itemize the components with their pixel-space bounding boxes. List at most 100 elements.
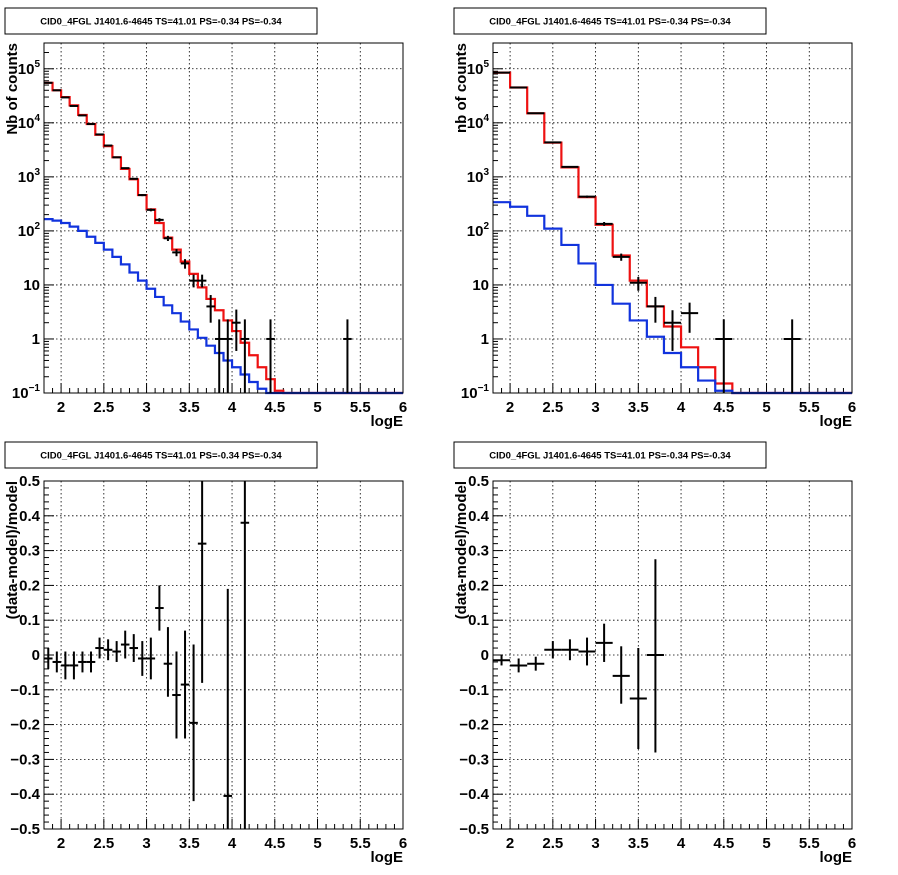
chart-title: CID0_4FGL J1401.6-4645 TS=41.01 PS=-0.34… — [489, 451, 731, 462]
y-tick-label: −0.2 — [459, 717, 489, 734]
title-box — [453, 7, 767, 35]
y-tick-label: 0.4 — [468, 508, 490, 525]
data-point — [86, 651, 96, 673]
data-point — [561, 165, 579, 168]
data-point — [172, 651, 181, 739]
data-point — [138, 641, 147, 676]
data-point — [214, 319, 224, 393]
data-point — [112, 156, 121, 159]
x-tick-label: 4.5 — [713, 399, 734, 416]
y-axis-label: nb of counts — [453, 43, 470, 133]
data-point — [95, 133, 104, 136]
y-tick-label: 0.1 — [19, 612, 40, 629]
x-tick-label: 6 — [848, 835, 856, 852]
data-point — [180, 630, 190, 739]
x-tick-label: 2 — [57, 835, 65, 852]
x-axis-label: logE — [820, 849, 853, 866]
y-tick-label: 0.5 — [468, 473, 489, 490]
x-axis-label: logE — [371, 849, 404, 866]
data-point — [629, 277, 647, 291]
chart-panel-resid_right: CID0_4FGL J1401.6-4645 TS=41.01 PS=-0.34… — [453, 441, 856, 866]
y-tick-label: −0.4 — [459, 786, 489, 803]
data-point — [232, 309, 241, 351]
data-point — [578, 637, 596, 666]
data-point — [493, 655, 511, 666]
data-point — [197, 481, 207, 683]
y-tick-label: 105 — [18, 59, 41, 78]
y-tick-label: 0.2 — [468, 577, 489, 594]
data-point — [715, 319, 733, 393]
data-point — [155, 585, 164, 631]
data-point — [629, 648, 647, 749]
y-tick-label: −0.5 — [459, 821, 489, 838]
y-tick-label: 104 — [467, 113, 490, 132]
x-tick-label: 3 — [591, 835, 599, 852]
y-tick-label: 103 — [18, 167, 41, 186]
data-point — [95, 637, 104, 659]
x-tick-label: 2.5 — [542, 835, 563, 852]
x-tick-label: 5 — [313, 399, 321, 416]
data-point — [44, 648, 53, 669]
plot-frame — [492, 42, 853, 394]
y-tick-label: 0.3 — [468, 543, 489, 560]
x-tick-label: 2 — [506, 835, 514, 852]
data-point — [544, 141, 562, 144]
y-tick-label: 0 — [481, 647, 489, 664]
data-point — [120, 630, 130, 659]
x-tick-label: 5 — [313, 835, 321, 852]
x-tick-label: 3.5 — [179, 399, 200, 416]
series-model_total — [493, 71, 852, 395]
data-point — [52, 651, 62, 673]
y-tick-label: 0.5 — [19, 473, 40, 490]
data-point — [646, 559, 664, 753]
data-point — [681, 302, 699, 333]
y-tick-label: −0.3 — [10, 751, 40, 768]
plot-frame — [492, 480, 853, 830]
plot-frame — [43, 42, 404, 394]
y-tick-label: 10 — [472, 277, 489, 294]
x-tick-label: 5.5 — [350, 399, 371, 416]
x-tick-label: 4 — [677, 399, 686, 416]
x-tick-label: 2.5 — [93, 835, 114, 852]
x-tick-label: 3.5 — [628, 835, 649, 852]
y-tick-label: 10−1 — [461, 383, 490, 402]
data-point — [146, 208, 156, 212]
x-tick-label: 2 — [506, 399, 514, 416]
x-tick-label: 6 — [399, 399, 407, 416]
data-point — [223, 319, 233, 393]
data-point — [595, 623, 613, 662]
chart-panel-counts_right: CID0_4FGL J1401.6-4645 TS=41.01 PS=-0.34… — [453, 7, 856, 430]
data-point — [646, 296, 664, 323]
y-tick-label: −0.4 — [10, 786, 40, 803]
data-point — [266, 319, 275, 393]
data-point — [527, 656, 545, 671]
data-point — [163, 235, 173, 242]
data-point — [120, 167, 130, 170]
data-point — [595, 222, 613, 226]
y-tick-label: −0.5 — [10, 821, 40, 838]
data-point — [146, 637, 156, 680]
x-tick-label: 3.5 — [179, 835, 200, 852]
x-tick-label: 5.5 — [799, 835, 820, 852]
x-tick-label: 4 — [228, 835, 237, 852]
y-tick-label: −0.1 — [10, 682, 40, 699]
x-tick-label: 3.5 — [628, 399, 649, 416]
data-point — [112, 641, 121, 662]
y-tick-label: −0.1 — [459, 682, 489, 699]
y-tick-label: 102 — [18, 221, 41, 240]
data-point — [189, 644, 198, 802]
data-point — [612, 646, 630, 704]
y-tick-label: 1 — [481, 331, 489, 348]
y-tick-label: 10 — [23, 277, 40, 294]
y-tick-label: 0.1 — [468, 612, 489, 629]
data-point — [223, 588, 233, 829]
y-tick-label: 102 — [467, 221, 490, 240]
data-point — [180, 259, 190, 269]
x-tick-label: 3 — [591, 399, 599, 416]
x-tick-label: 4.5 — [264, 399, 285, 416]
y-tick-label: 0 — [32, 647, 40, 664]
series-model_source — [493, 201, 852, 395]
y-tick-label: 104 — [18, 113, 41, 132]
y-tick-label: 0.2 — [19, 577, 40, 594]
x-tick-label: 2 — [57, 399, 65, 416]
